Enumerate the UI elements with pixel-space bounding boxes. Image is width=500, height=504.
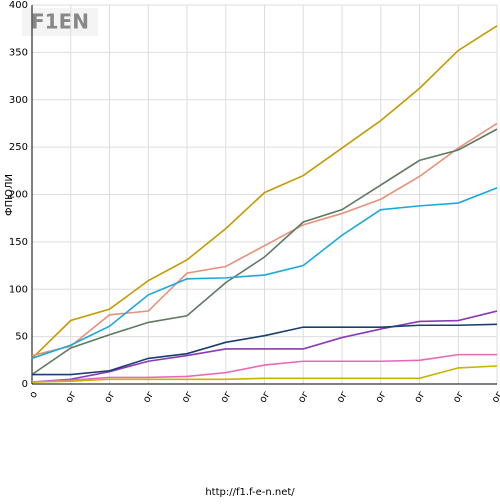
x-tick-label: ог	[219, 390, 234, 405]
logo-box	[22, 8, 98, 36]
y-tick-label: 0	[22, 379, 28, 390]
y-tick-label: 300	[9, 95, 28, 106]
logo: F1EN	[31, 10, 89, 34]
series-line	[31, 25, 498, 359]
x-tick-label: ог	[374, 390, 389, 405]
y-tick-label: 150	[9, 237, 28, 248]
y-axis-label: ФПЮЛИ	[4, 174, 15, 216]
series-line	[31, 187, 498, 360]
y-tick-label: 50	[15, 332, 28, 343]
x-tick-label: о	[28, 390, 41, 401]
x-tick-label: ог	[257, 390, 272, 405]
series-line	[31, 128, 498, 376]
x-tick-label: ог	[296, 390, 311, 405]
x-tick-label: ог	[490, 390, 500, 405]
x-tick-label: ог	[335, 390, 350, 405]
x-tick-label: ог	[102, 390, 117, 405]
series-line	[32, 323, 498, 376]
y-tick-label: 350	[9, 47, 28, 58]
series-line	[31, 365, 498, 383]
x-tick-label: ог	[64, 390, 79, 405]
series-line	[31, 310, 498, 383]
y-tick-label: 250	[9, 142, 28, 153]
x-tick-label: ог	[180, 390, 195, 405]
x-tick-label: ог	[412, 390, 427, 405]
x-tick-label: ог	[451, 390, 466, 405]
y-tick-label: 400	[9, 0, 28, 11]
x-tick-label: ог	[141, 390, 156, 405]
series-line	[31, 122, 498, 357]
y-tick-label: 100	[9, 284, 28, 295]
y-tick-label: 200	[9, 190, 28, 201]
series-line	[31, 353, 497, 383]
footer: http://f1.f-e-n.net/	[205, 487, 295, 498]
